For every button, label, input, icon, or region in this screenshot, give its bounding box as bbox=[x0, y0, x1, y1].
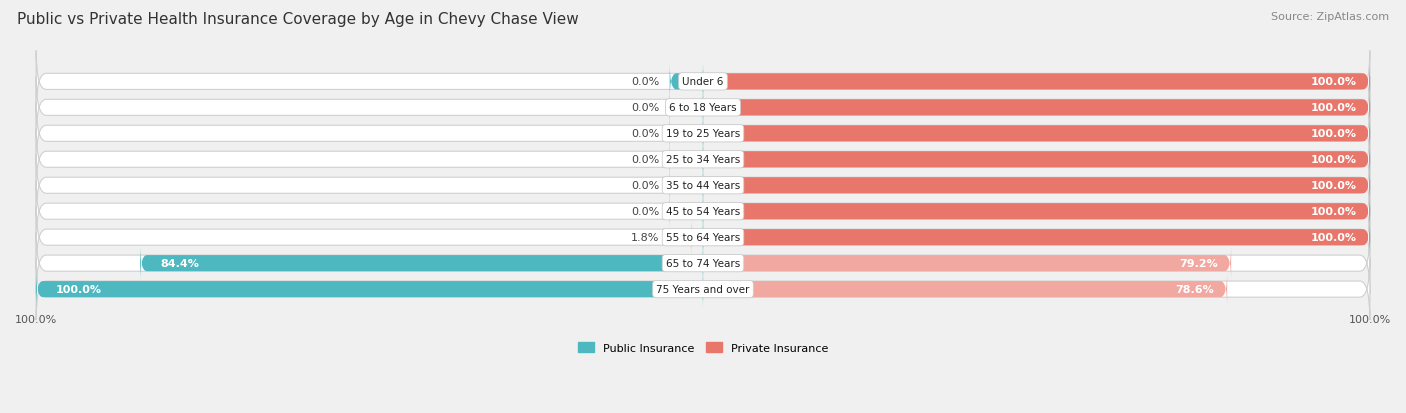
Text: 19 to 25 Years: 19 to 25 Years bbox=[666, 129, 740, 139]
Text: 100.0%: 100.0% bbox=[1310, 77, 1357, 87]
FancyBboxPatch shape bbox=[37, 129, 1369, 191]
Text: 45 to 54 Years: 45 to 54 Years bbox=[666, 206, 740, 217]
FancyBboxPatch shape bbox=[37, 181, 1369, 242]
Text: 0.0%: 0.0% bbox=[631, 155, 659, 165]
Text: 100.0%: 100.0% bbox=[1310, 155, 1357, 165]
Text: 65 to 74 Years: 65 to 74 Years bbox=[666, 259, 740, 268]
FancyBboxPatch shape bbox=[703, 64, 1369, 100]
FancyBboxPatch shape bbox=[703, 142, 1369, 178]
Text: 0.0%: 0.0% bbox=[631, 77, 659, 87]
Text: 25 to 34 Years: 25 to 34 Years bbox=[666, 155, 740, 165]
Text: 0.0%: 0.0% bbox=[631, 206, 659, 217]
Text: 100.0%: 100.0% bbox=[56, 285, 103, 294]
FancyBboxPatch shape bbox=[703, 194, 1369, 230]
Text: 100.0%: 100.0% bbox=[1310, 103, 1357, 113]
Text: 35 to 44 Years: 35 to 44 Years bbox=[666, 181, 740, 191]
Text: 100.0%: 100.0% bbox=[1310, 206, 1357, 217]
FancyBboxPatch shape bbox=[703, 246, 1232, 281]
Text: Under 6: Under 6 bbox=[682, 77, 724, 87]
Text: 1.8%: 1.8% bbox=[631, 233, 659, 242]
Text: Public vs Private Health Insurance Coverage by Age in Chevy Chase View: Public vs Private Health Insurance Cover… bbox=[17, 12, 579, 27]
FancyBboxPatch shape bbox=[37, 77, 1369, 139]
Text: 100.0%: 100.0% bbox=[1310, 233, 1357, 242]
FancyBboxPatch shape bbox=[669, 168, 703, 204]
Text: 100.0%: 100.0% bbox=[1310, 129, 1357, 139]
Text: 0.0%: 0.0% bbox=[631, 181, 659, 191]
FancyBboxPatch shape bbox=[37, 103, 1369, 165]
FancyBboxPatch shape bbox=[37, 155, 1369, 216]
FancyBboxPatch shape bbox=[703, 116, 1369, 152]
Text: 100.0%: 100.0% bbox=[1310, 181, 1357, 191]
Text: 78.6%: 78.6% bbox=[1175, 285, 1213, 294]
FancyBboxPatch shape bbox=[703, 168, 1369, 204]
FancyBboxPatch shape bbox=[669, 116, 703, 152]
FancyBboxPatch shape bbox=[141, 246, 703, 281]
Text: 6 to 18 Years: 6 to 18 Years bbox=[669, 103, 737, 113]
FancyBboxPatch shape bbox=[669, 90, 703, 126]
Text: 0.0%: 0.0% bbox=[631, 103, 659, 113]
Text: 84.4%: 84.4% bbox=[160, 259, 200, 268]
FancyBboxPatch shape bbox=[690, 220, 703, 256]
Text: 0.0%: 0.0% bbox=[631, 129, 659, 139]
FancyBboxPatch shape bbox=[37, 233, 1369, 294]
FancyBboxPatch shape bbox=[669, 142, 703, 178]
FancyBboxPatch shape bbox=[669, 194, 703, 230]
FancyBboxPatch shape bbox=[37, 271, 703, 307]
FancyBboxPatch shape bbox=[37, 259, 1369, 320]
FancyBboxPatch shape bbox=[703, 220, 1369, 256]
FancyBboxPatch shape bbox=[703, 90, 1369, 126]
FancyBboxPatch shape bbox=[703, 271, 1227, 307]
FancyBboxPatch shape bbox=[37, 207, 1369, 268]
FancyBboxPatch shape bbox=[37, 51, 1369, 113]
Text: Source: ZipAtlas.com: Source: ZipAtlas.com bbox=[1271, 12, 1389, 22]
Text: 79.2%: 79.2% bbox=[1180, 259, 1218, 268]
FancyBboxPatch shape bbox=[669, 64, 703, 100]
Text: 75 Years and over: 75 Years and over bbox=[657, 285, 749, 294]
Text: 55 to 64 Years: 55 to 64 Years bbox=[666, 233, 740, 242]
Legend: Public Insurance, Private Insurance: Public Insurance, Private Insurance bbox=[574, 338, 832, 357]
